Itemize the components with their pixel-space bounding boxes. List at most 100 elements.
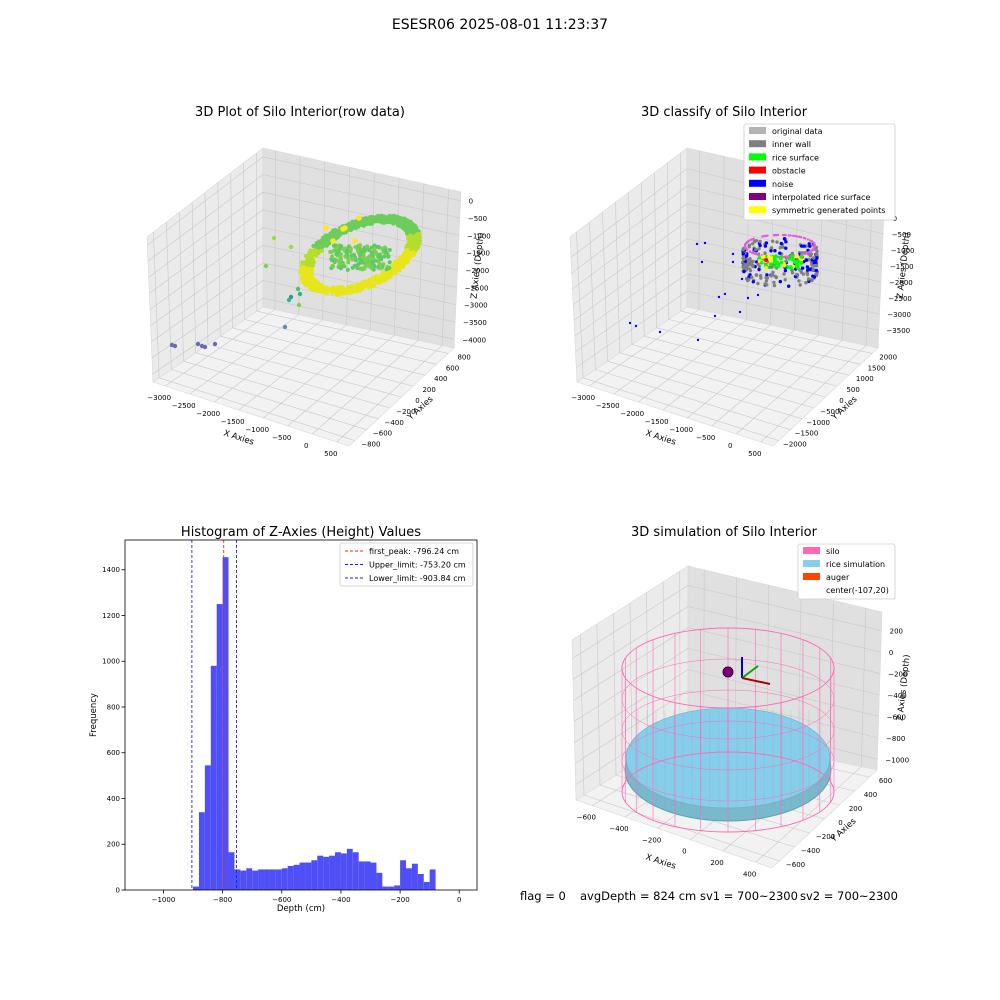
z-tick-label: −1000: [891, 247, 915, 255]
raw-point: [362, 248, 367, 253]
classified-point: [769, 255, 774, 260]
classified-point: [758, 239, 762, 244]
raw-point: [346, 256, 351, 261]
y-grid-line: [680, 310, 873, 354]
legend-label: rice simulation: [826, 560, 885, 569]
x-tick-label: 200: [710, 859, 723, 867]
z-grid-line: [574, 256, 688, 337]
raw-point: [202, 344, 208, 350]
histogram-bar: [222, 557, 229, 890]
y-tick-label: 1000: [102, 658, 120, 666]
y-tick-label: −200: [816, 833, 835, 841]
x-axis-label: Depth (cm): [277, 904, 325, 914]
raw-point: [372, 243, 377, 248]
z-grid-line: [262, 209, 459, 253]
raw-point: [321, 240, 327, 246]
raw-point: [330, 264, 335, 269]
y-tick-label: −2000: [783, 441, 807, 449]
y-grid-line: [595, 369, 791, 430]
classify-legend: original data inner wall rice surface obsta…: [743, 123, 896, 221]
classified-point: [784, 233, 787, 237]
z-grid-line: [262, 156, 461, 201]
raw-point: [373, 277, 379, 283]
raw-point: [212, 341, 218, 347]
legend-label: first_peak: -796.24 cm: [369, 547, 459, 556]
raw-point: [389, 219, 395, 224]
z-grid-line: [576, 291, 688, 368]
classified-point: [782, 263, 786, 268]
classified-point: [658, 330, 662, 334]
raw-point: [410, 230, 416, 235]
classified-point: [703, 241, 707, 245]
z-tick-label: −2500: [888, 295, 912, 303]
classified-point: [749, 260, 753, 264]
classified-point: [763, 244, 768, 248]
z-tick-label: −1000: [885, 756, 909, 764]
auger-center-marker: [722, 666, 734, 678]
raw-point: [333, 227, 338, 233]
classified-point: [775, 240, 779, 244]
raw-point: [403, 259, 408, 264]
raw-point: [339, 257, 344, 262]
histogram-bar: [417, 873, 424, 890]
y-tick-label: −400: [385, 419, 404, 427]
legend-label: center(-107,20): [826, 586, 889, 595]
z-tick-label: −500: [468, 215, 487, 223]
histogram-bar: [358, 861, 365, 890]
z-grid-line: [150, 244, 264, 326]
classified-point: [746, 262, 750, 266]
z-tick-label: −3500: [886, 327, 910, 335]
raw-point: [362, 266, 367, 271]
y-tick-label: −200: [396, 408, 415, 416]
z-grid-line: [262, 174, 460, 219]
classified-point: [783, 268, 788, 273]
raw-point: [307, 279, 312, 284]
classified-point: [776, 262, 781, 266]
raw-point: [324, 285, 329, 290]
raw-point: [263, 263, 269, 269]
classified-point: [787, 257, 792, 261]
raw-point: [410, 250, 416, 255]
z-tick-label: −3000: [464, 302, 488, 310]
histogram-bar: [364, 861, 371, 890]
z-tick-label: −1000: [467, 232, 491, 240]
raw-point: [384, 276, 389, 281]
classified-point: [799, 258, 804, 263]
raw-point: [316, 283, 322, 288]
classified-point: [799, 270, 804, 275]
legend-swatch: [749, 179, 766, 187]
raw-point: [330, 238, 336, 244]
classified-point: [750, 275, 754, 279]
raw-point: [331, 289, 336, 295]
classified-point: [783, 278, 787, 282]
classified-point: [815, 249, 819, 253]
classified-point: [788, 265, 793, 270]
raw-point: [405, 225, 411, 230]
histogram-bar: [293, 864, 300, 890]
raw-point: [376, 217, 382, 222]
legend-label: silo: [826, 547, 840, 556]
classified-point: [758, 243, 762, 248]
classified-point: [804, 258, 809, 262]
legend-swatch: [803, 560, 820, 567]
panel-title: 3D Plot of Silo Interior(row data): [195, 105, 405, 120]
raw-point: [356, 285, 361, 291]
panel-title: 3D classify of Silo Interior: [641, 105, 808, 120]
classified-point: [811, 267, 815, 272]
x-tick-label: −400: [609, 825, 628, 833]
classified-point: [815, 253, 819, 257]
classified-point: [700, 260, 704, 264]
y-tick-label: 400: [434, 375, 447, 383]
x-tick-label: −500: [696, 434, 715, 442]
y-grid-line: [171, 369, 367, 430]
classified-point: [773, 249, 777, 253]
y-tick-label: 600: [446, 364, 459, 372]
raw-point: [368, 279, 373, 284]
raw-point: [358, 266, 363, 271]
y-tick-label: 0: [415, 397, 419, 405]
raw-point: [302, 265, 307, 270]
raw-point: [311, 278, 316, 283]
classified-point: [805, 272, 810, 277]
raw-point: [351, 256, 356, 261]
raw-point: [332, 243, 337, 248]
